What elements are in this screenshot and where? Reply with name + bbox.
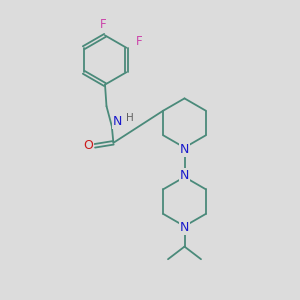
Text: N: N <box>180 221 189 234</box>
Text: F: F <box>100 18 107 32</box>
Text: N: N <box>112 115 122 128</box>
Text: H: H <box>126 112 134 123</box>
Text: N: N <box>180 169 189 182</box>
Text: F: F <box>136 34 142 48</box>
Text: O: O <box>83 139 93 152</box>
Text: N: N <box>180 142 189 156</box>
